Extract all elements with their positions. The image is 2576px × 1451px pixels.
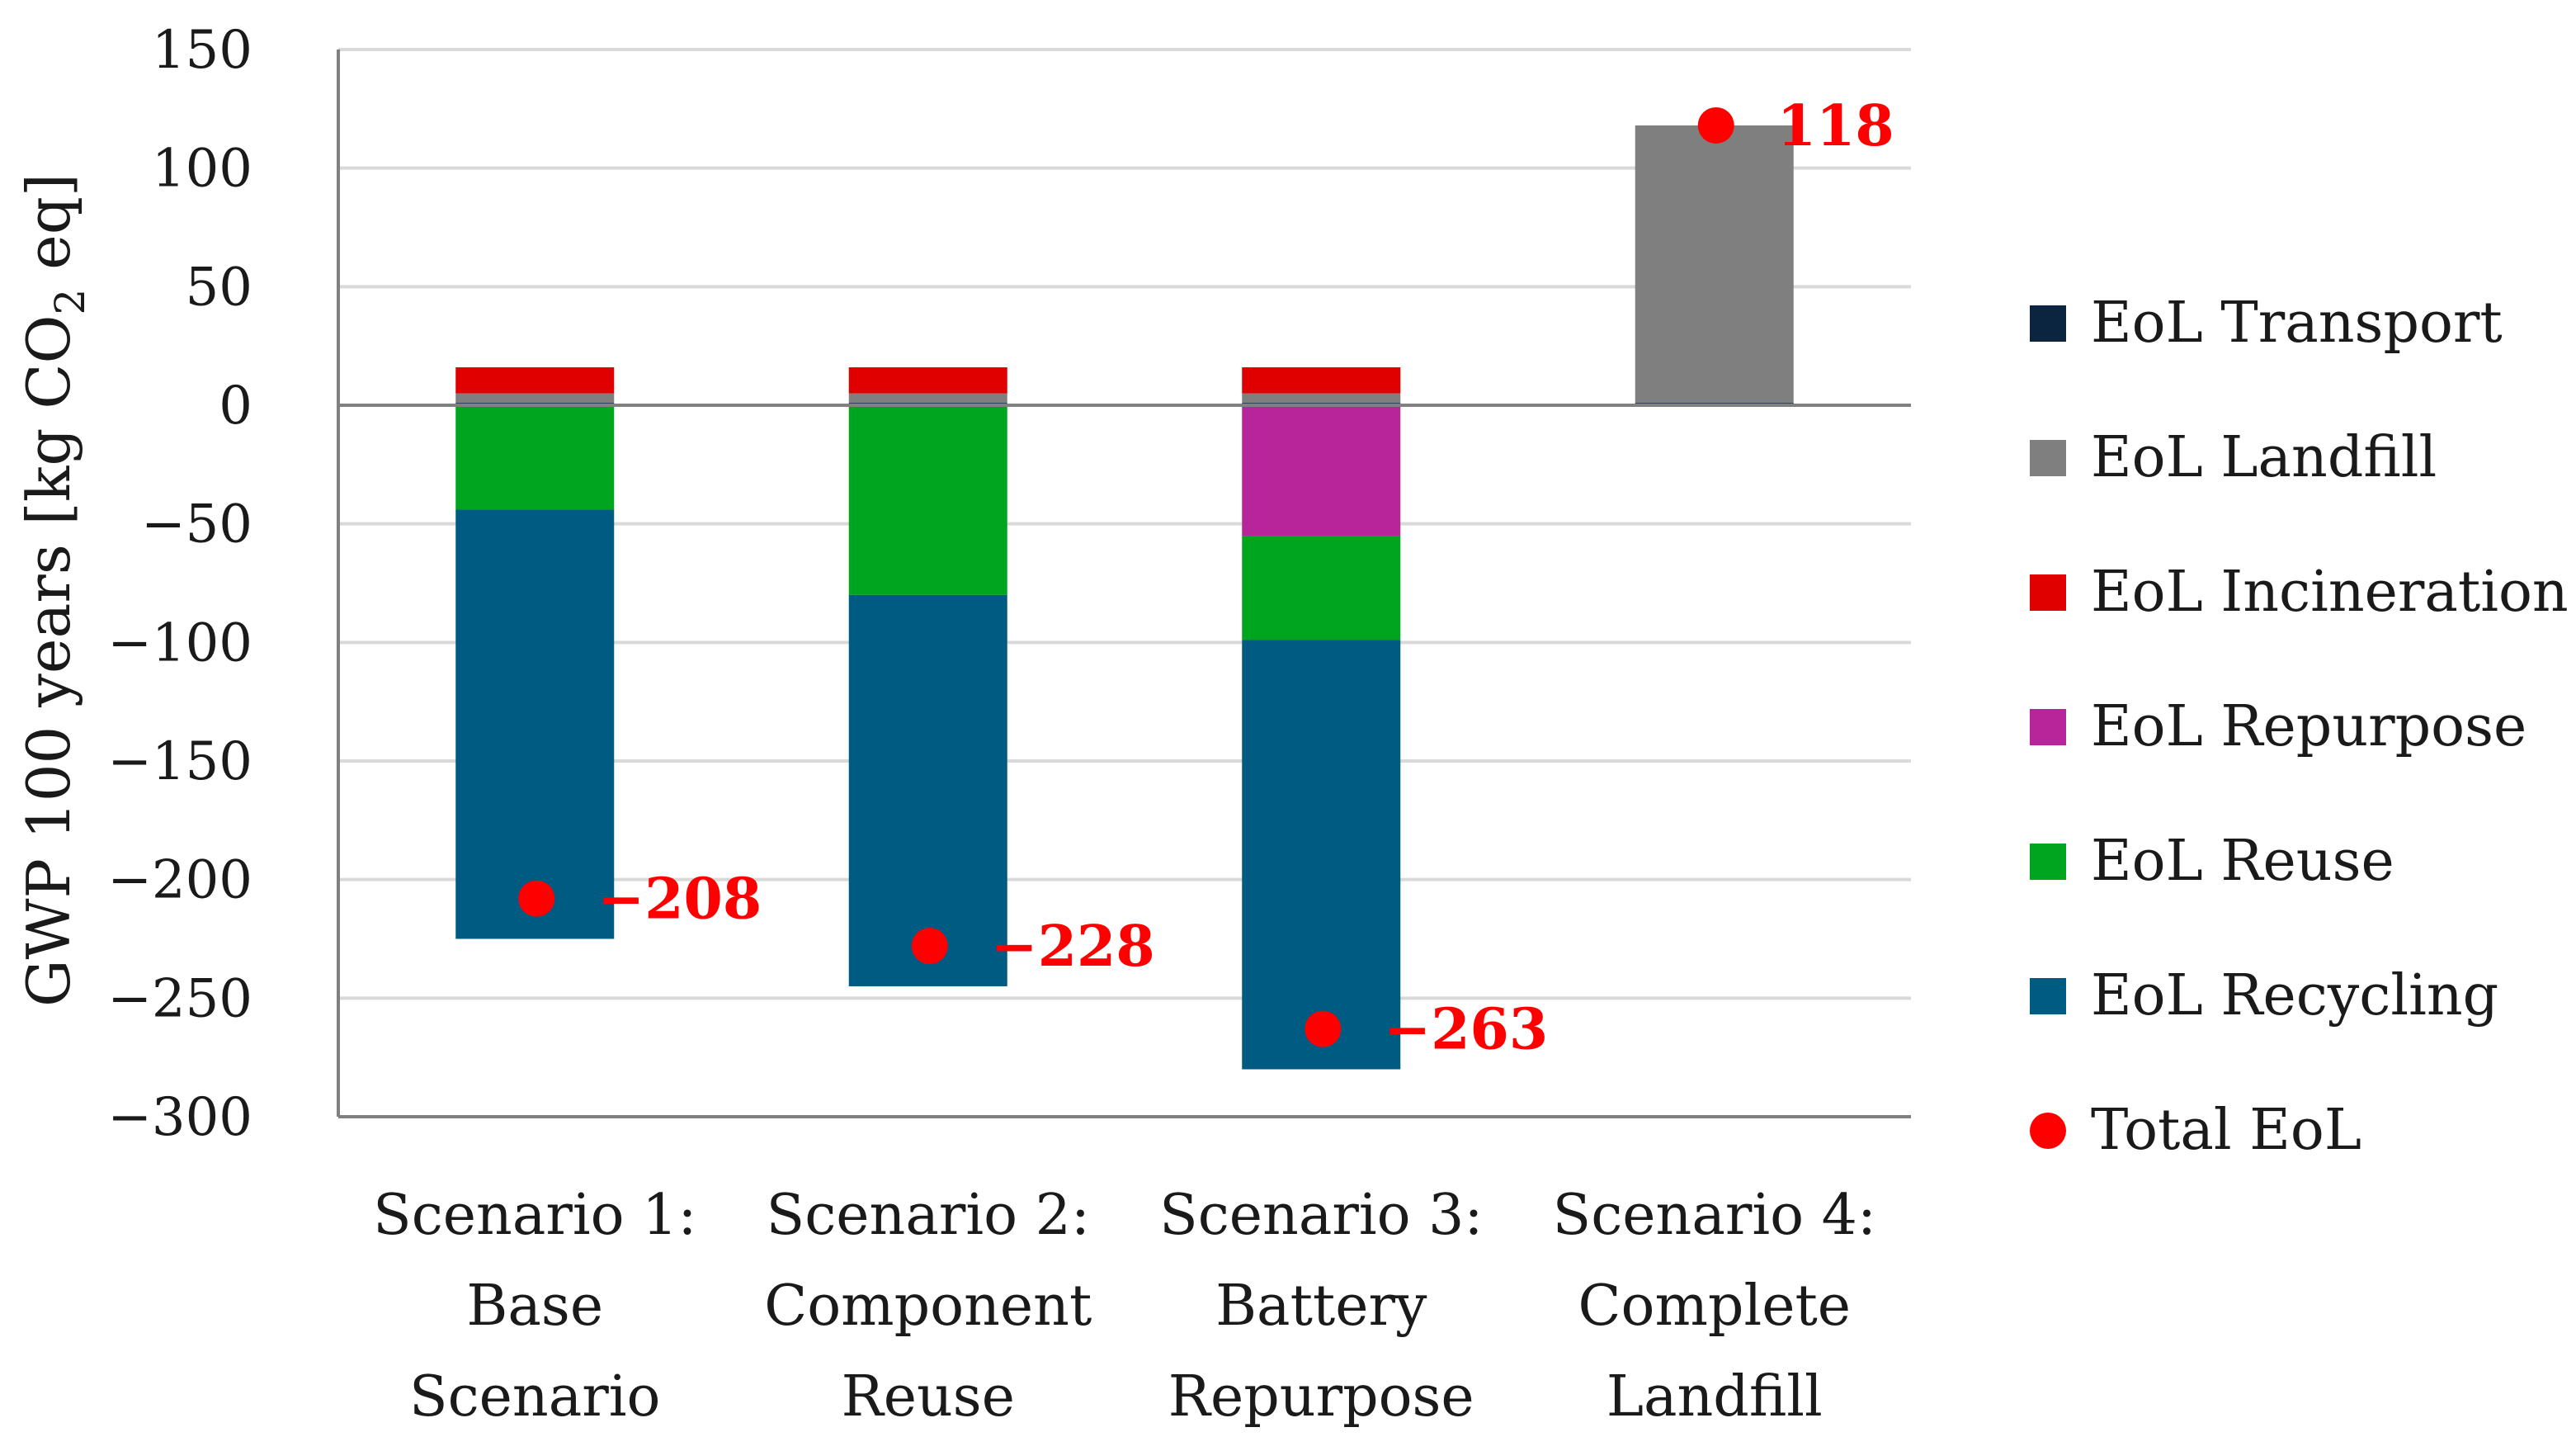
y-tick-label: −200 (107, 850, 252, 911)
total-markers: −208 −228 −263 118 (518, 93, 1894, 1063)
y-tick-label: 0 (219, 376, 252, 437)
legend-label: EoL Reuse (2091, 829, 2394, 894)
bar-segment-eol-recycling (455, 509, 615, 939)
category-label: Complete (1578, 1274, 1851, 1339)
category-label: Component (764, 1274, 1092, 1339)
y-tick-label: −300 (107, 1087, 252, 1148)
axes (337, 50, 1911, 1118)
y-tick-label: −250 (107, 968, 252, 1029)
legend-label: EoL Recycling (2091, 963, 2498, 1028)
y-tick-label: −50 (141, 494, 252, 555)
category-label: Battery (1215, 1274, 1427, 1339)
y-tick-label: 100 (152, 139, 252, 200)
category-labels: Scenario 1: Base Scenario Scenario 2: Compon… (373, 1183, 1876, 1430)
bar-segment-eol-recycling (848, 594, 1007, 986)
category-label: Scenario 1: (373, 1183, 696, 1248)
legend-label: EoL Incineration (2091, 560, 2569, 625)
legend-swatch (2030, 844, 2066, 880)
bar-segment-eol-reuse (848, 405, 1007, 595)
total-eol-label: −263 (1384, 997, 1548, 1063)
category-label: Scenario 3: (1159, 1183, 1483, 1248)
bar-segment-eol-incineration (848, 367, 1007, 394)
bar-segment-eol-landfill (455, 393, 615, 404)
category-label: Scenario (409, 1364, 660, 1430)
bar-segment-eol-reuse (455, 405, 615, 510)
legend-swatch (2030, 305, 2066, 342)
y-tick-label: 50 (186, 257, 252, 318)
bar-segment-eol-landfill (848, 393, 1007, 404)
y-tick-labels: 150 100 50 0 −50 −100 −150 −200 −250 −300 (107, 20, 252, 1148)
legend-swatch (2030, 978, 2066, 1014)
category-label: Scenario 2: (767, 1183, 1090, 1248)
legend-label: EoL Landfill (2091, 425, 2437, 490)
total-eol-marker (1305, 1010, 1342, 1047)
total-eol-marker (911, 928, 948, 965)
y-axis-label: GWP 100 years [kg CO2 eq] (14, 173, 94, 1007)
total-eol-marker (1697, 106, 1734, 144)
category-label: Landfill (1606, 1364, 1823, 1430)
legend-marker (2030, 1113, 2066, 1149)
legend-swatch (2030, 440, 2066, 476)
y-tick-label: 150 (152, 20, 252, 81)
total-eol-label: −228 (991, 914, 1155, 980)
y-tick-label: −150 (107, 731, 252, 792)
category-label: Reuse (842, 1364, 1015, 1430)
bar-segment-eol-landfill (1242, 393, 1401, 404)
total-eol-marker (518, 880, 555, 917)
bars (455, 125, 1794, 1070)
total-eol-label: 118 (1777, 93, 1894, 159)
bar-segment-eol-incineration (455, 367, 615, 394)
bar-segment-eol-recycling (1242, 640, 1401, 1070)
legend-label: EoL Repurpose (2091, 694, 2526, 759)
category-label: Base (466, 1274, 603, 1339)
bar-segment-eol-reuse (1242, 536, 1401, 640)
legend-swatch (2030, 709, 2066, 745)
legend-label: Total EoL (2091, 1098, 2361, 1163)
total-eol-label: −208 (597, 867, 762, 933)
bar-segment-eol-landfill (1635, 125, 1794, 404)
bar-segment-eol-incineration (1242, 367, 1401, 394)
legend: EoL Transport EoL Landfill EoL Incineratio… (2030, 291, 2569, 1163)
y-tick-label: −100 (107, 612, 252, 674)
category-label: Repurpose (1168, 1364, 1474, 1430)
legend-label: EoL Transport (2091, 291, 2503, 356)
category-label: Scenario 4: (1553, 1183, 1876, 1248)
bar-segment-eol-repurpose (1242, 405, 1401, 536)
legend-swatch (2030, 574, 2066, 611)
